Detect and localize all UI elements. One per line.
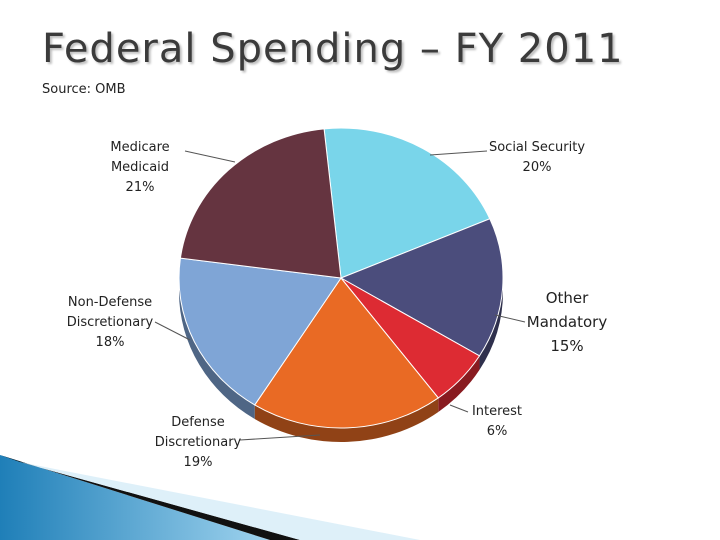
- slice-label: Interest 6%: [472, 404, 522, 439]
- page-title: Federal Spending – FY 2011: [42, 26, 624, 72]
- pie-slices: [178, 127, 504, 429]
- slice-label: Defense Discretionary 19%: [155, 415, 242, 470]
- pie-slice: [254, 277, 440, 429]
- slice-label: Other Mandatory 15%: [527, 289, 608, 355]
- leader-line: [449, 404, 469, 413]
- pie-leader-lines: [154, 150, 526, 441]
- leader-line: [154, 321, 191, 341]
- pie-slice-side: [254, 397, 439, 443]
- slice-label: Medicare Medicaid 21%: [110, 140, 169, 195]
- pie-slice-side: [179, 278, 255, 419]
- leader-line: [429, 150, 488, 156]
- leader-line: [184, 150, 236, 163]
- leader-line: [494, 314, 526, 323]
- pie-labels: Social Security 20% Other Mandatory 15% Inter…: [67, 140, 608, 470]
- source-note: Source: OMB: [42, 82, 126, 97]
- pie-slice: [179, 128, 342, 279]
- pie-slice: [339, 218, 504, 357]
- leader-line: [239, 434, 321, 441]
- slice-label: Social Security 20%: [489, 140, 585, 175]
- slice-label: Non-Defense Discretionary 18%: [67, 295, 154, 350]
- pie-slice: [323, 127, 491, 279]
- pie-slice: [178, 257, 342, 406]
